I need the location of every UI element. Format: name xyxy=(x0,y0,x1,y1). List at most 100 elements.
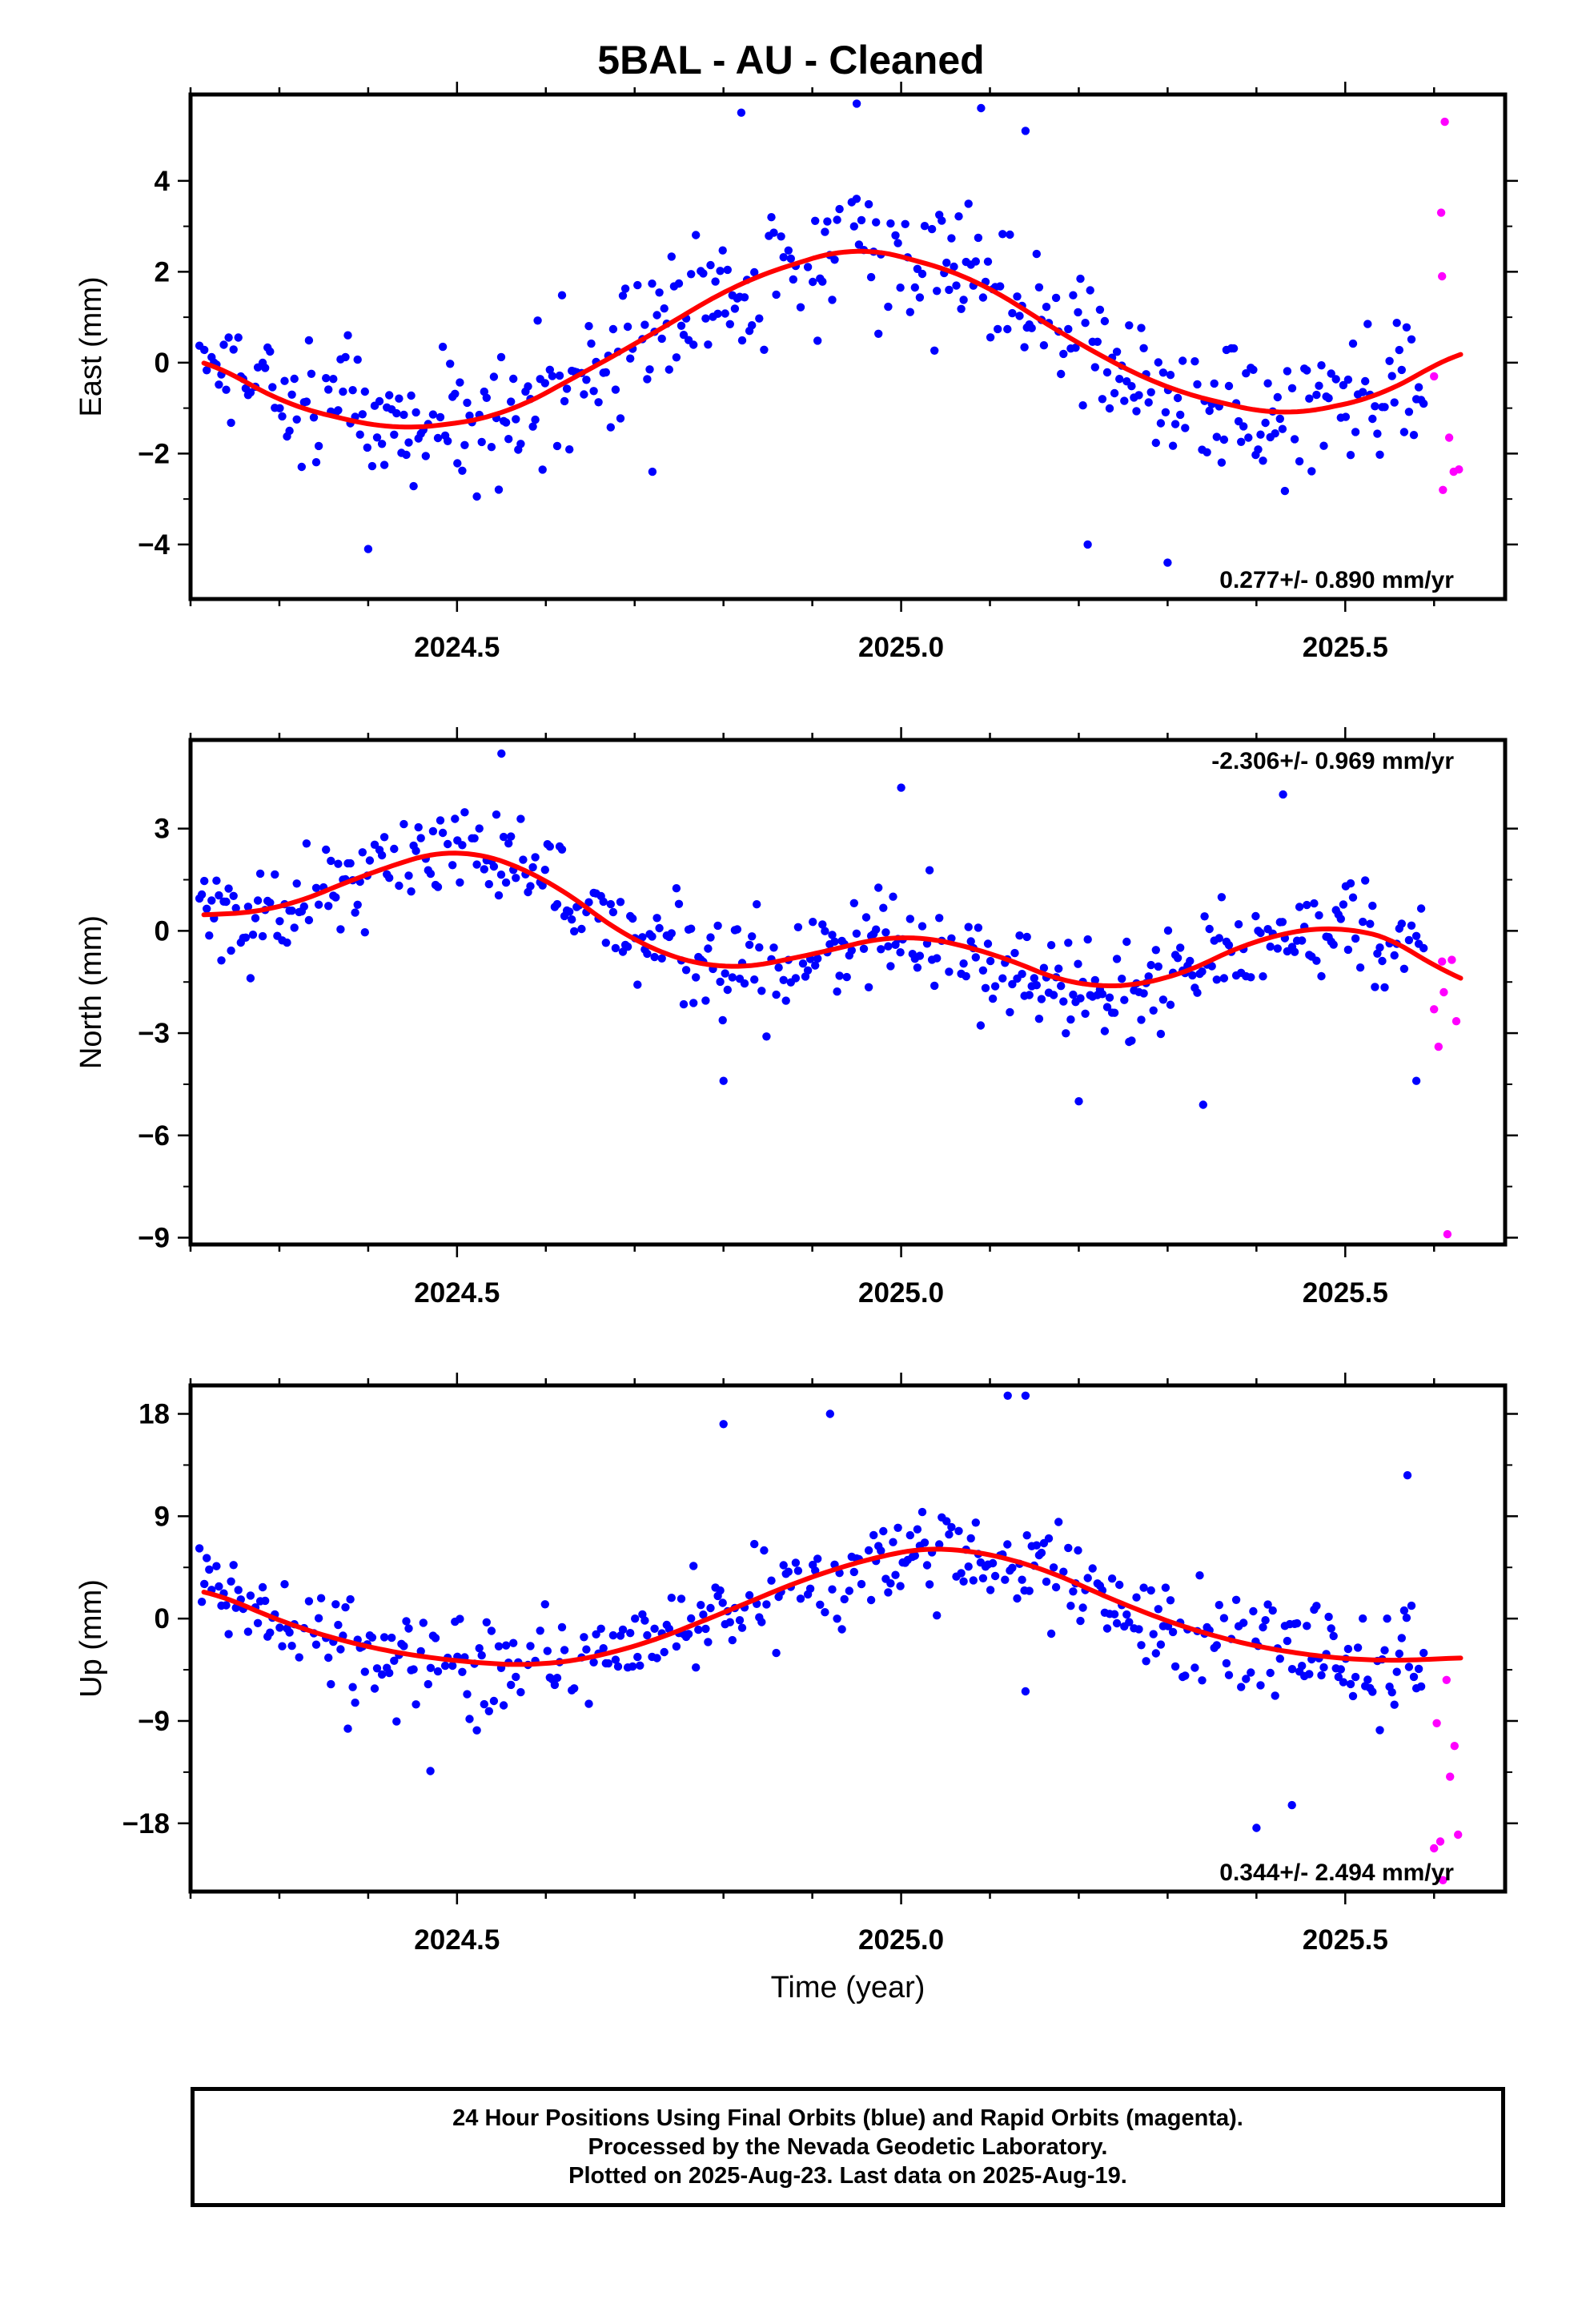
final-orbit-point xyxy=(1083,935,1092,944)
final-orbit-point xyxy=(509,374,518,384)
final-orbit-point xyxy=(1334,1672,1343,1682)
final-orbit-point xyxy=(971,1518,981,1527)
final-orbit-point xyxy=(480,865,488,874)
final-orbit-point xyxy=(334,1620,343,1630)
final-orbit-point xyxy=(416,1647,425,1656)
final-orbit-point xyxy=(1027,324,1036,332)
final-orbit-point xyxy=(793,1566,803,1575)
final-orbit-point xyxy=(1161,408,1170,416)
final-orbit-point xyxy=(917,922,927,931)
final-orbit-point xyxy=(438,828,448,838)
final-orbit-point xyxy=(1166,1000,1175,1009)
final-orbit-point xyxy=(845,1586,854,1595)
final-orbit-point xyxy=(1154,962,1163,971)
final-orbit-point xyxy=(1212,975,1222,984)
final-orbit-point xyxy=(1069,1587,1078,1596)
final-orbit-point xyxy=(203,366,211,375)
final-orbit-point xyxy=(1368,414,1377,424)
final-orbit-point xyxy=(1046,941,1056,950)
final-orbit-point xyxy=(482,1618,491,1627)
final-orbit-point xyxy=(1081,1009,1090,1019)
final-orbit-point xyxy=(565,907,574,916)
final-orbit-point xyxy=(774,963,783,972)
final-orbit-point xyxy=(1375,1726,1384,1735)
final-orbit-point xyxy=(847,946,857,955)
final-orbit-point xyxy=(460,440,469,449)
final-orbit-point xyxy=(545,365,554,374)
final-orbit-point xyxy=(243,903,253,911)
final-orbit-point xyxy=(821,1608,829,1617)
final-orbit-point xyxy=(1078,401,1087,410)
final-orbit-point xyxy=(869,1530,878,1540)
rapid-orbit-point xyxy=(1442,1675,1452,1684)
final-orbit-point xyxy=(1051,293,1061,303)
final-orbit-point xyxy=(1006,1007,1014,1017)
final-orbit-point xyxy=(650,952,659,962)
final-orbit-point xyxy=(512,1672,520,1682)
final-orbit-point xyxy=(584,322,593,331)
final-orbit-point xyxy=(584,1699,593,1708)
final-orbit-point xyxy=(1076,274,1085,283)
final-orbit-point xyxy=(1392,319,1401,328)
final-orbit-point xyxy=(757,1618,766,1626)
final-orbit-point xyxy=(407,391,416,400)
final-orbit-point xyxy=(1057,982,1066,991)
final-orbit-point xyxy=(592,1630,600,1639)
final-orbit-point xyxy=(1181,1671,1190,1680)
final-orbit-point xyxy=(314,900,323,909)
final-orbit-point xyxy=(884,942,893,951)
final-orbit-point xyxy=(1022,932,1031,942)
final-orbit-point xyxy=(367,461,377,471)
final-orbit-point xyxy=(1074,1546,1082,1555)
final-orbit-point xyxy=(1001,1575,1010,1584)
final-orbit-point xyxy=(1074,308,1082,317)
rate-label: 0.277+/- 0.890 mm/yr xyxy=(1219,567,1454,593)
y-tick-label: 4 xyxy=(155,166,171,197)
final-orbit-point xyxy=(667,929,676,938)
final-orbit-point xyxy=(1419,1648,1428,1658)
final-orbit-point xyxy=(1008,1563,1017,1573)
rate-label: -2.306+/- 0.969 mm/yr xyxy=(1211,748,1454,774)
final-orbit-point xyxy=(1078,1603,1087,1612)
final-orbit-point xyxy=(1275,1655,1285,1663)
final-orbit-point xyxy=(1378,956,1387,966)
final-orbit-point xyxy=(1010,948,1019,958)
final-orbit-point xyxy=(292,879,301,888)
final-orbit-point xyxy=(501,1641,511,1650)
final-orbit-point xyxy=(1207,962,1216,971)
final-orbit-point xyxy=(660,1647,669,1657)
final-orbit-point xyxy=(803,966,813,975)
final-orbit-point xyxy=(757,987,766,995)
final-orbit-point xyxy=(1193,380,1202,389)
final-orbit-point xyxy=(636,1661,644,1670)
final-orbit-point xyxy=(1144,398,1153,407)
final-orbit-point xyxy=(1259,456,1267,465)
final-orbit-point xyxy=(1343,1644,1353,1654)
final-orbit-point xyxy=(560,396,569,406)
final-orbit-point xyxy=(915,293,925,302)
final-orbit-point xyxy=(516,814,525,823)
final-orbit-point xyxy=(528,862,537,872)
final-orbit-point xyxy=(821,927,829,935)
final-orbit-point xyxy=(309,413,319,422)
final-orbit-point xyxy=(978,966,988,975)
final-orbit-point xyxy=(697,1601,705,1610)
final-orbit-point xyxy=(1170,420,1180,428)
final-orbit-point xyxy=(200,1579,209,1589)
final-orbit-point xyxy=(1102,1003,1112,1011)
final-orbit-point xyxy=(496,352,506,362)
plot-area xyxy=(195,99,1464,567)
rapid-orbit-point xyxy=(1440,117,1449,127)
final-orbit-point xyxy=(998,230,1007,239)
final-orbit-point xyxy=(657,334,666,344)
final-orbit-point xyxy=(638,933,647,942)
final-orbit-point xyxy=(606,423,615,432)
final-orbit-point xyxy=(692,973,701,982)
final-orbit-point xyxy=(1003,1391,1012,1401)
final-orbit-point xyxy=(718,246,727,255)
final-orbit-point xyxy=(215,380,223,389)
final-orbit-point xyxy=(655,288,664,297)
final-orbit-point xyxy=(1351,428,1360,436)
final-orbit-point xyxy=(767,213,776,222)
final-orbit-point xyxy=(372,433,382,442)
